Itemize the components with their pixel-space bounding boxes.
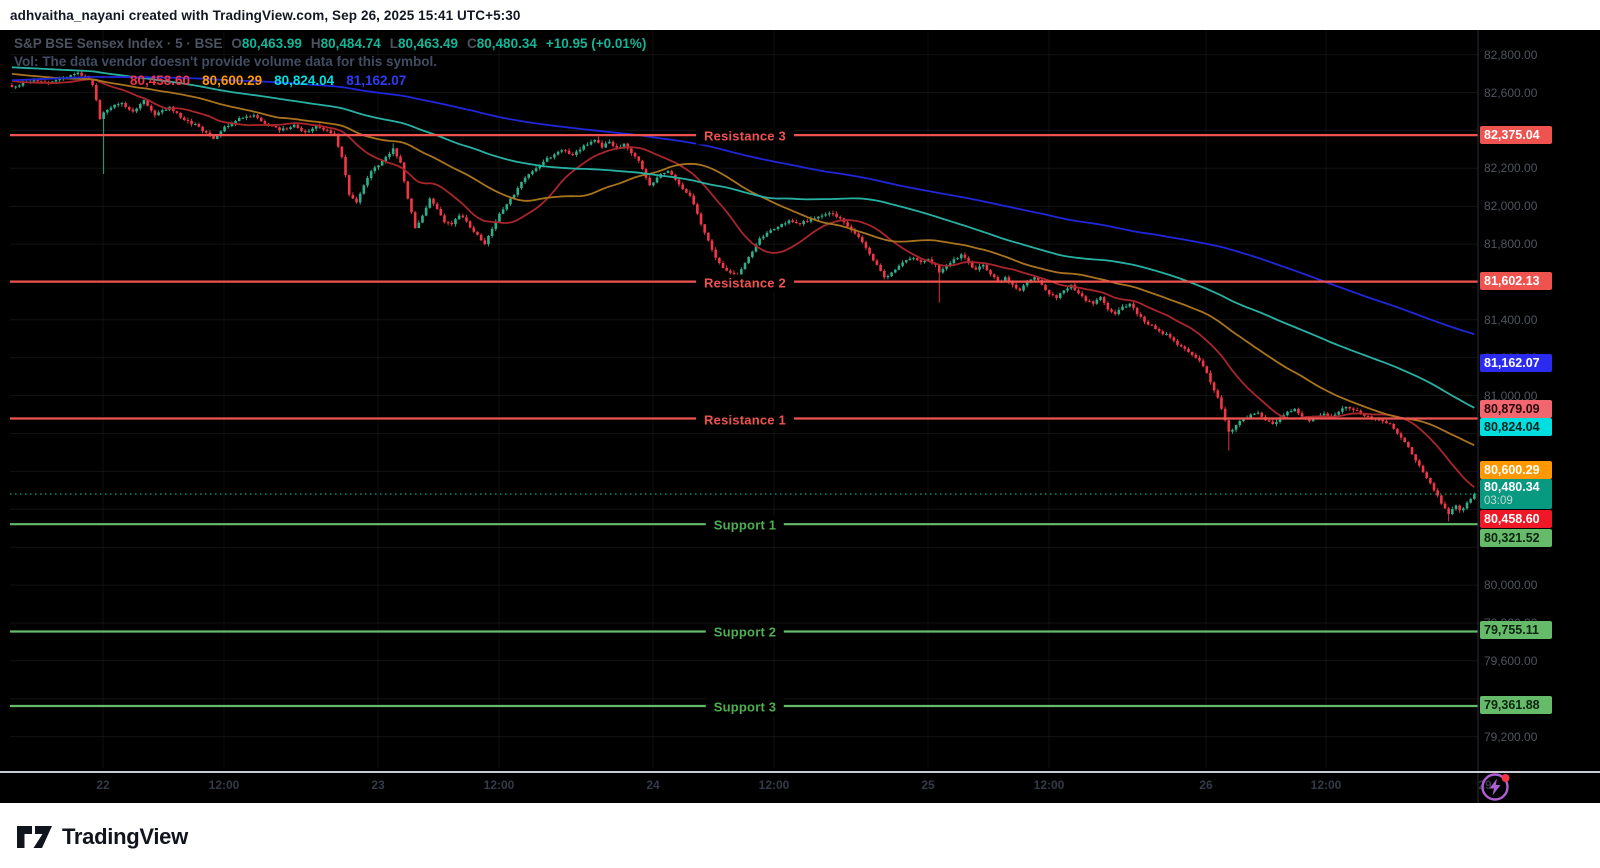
ma-value: 80,824.04	[274, 73, 335, 88]
level-label-support-3[interactable]: Support 3	[705, 698, 785, 716]
price-badge: 80,879.09	[1480, 400, 1552, 418]
price-axis-label: 81,800.00	[1484, 237, 1538, 252]
time-tick: 12:00	[208, 778, 240, 792]
time-tick: 12:00	[1033, 778, 1065, 792]
sma-20-line	[11, 78, 1475, 488]
attribution-text: adhvaitha_nayani created with TradingVie…	[10, 7, 521, 23]
symbol-title[interactable]: S&P BSE Sensex Index · 5 · BSE	[14, 36, 223, 51]
ma-legend-values: 80,458.60 80,600.29 80,824.04 81,162.07	[130, 73, 418, 88]
time-tick: 22	[96, 778, 110, 792]
price-badge: 79,361.88	[1480, 696, 1552, 714]
ma-value: 81,162.07	[346, 73, 407, 88]
level-label-resistance-1[interactable]: Resistance 1	[696, 411, 794, 429]
price-axis-label: 79,600.00	[1484, 653, 1538, 668]
time-tick: 12:00	[758, 778, 790, 792]
price-axis-label: 82,200.00	[1484, 161, 1538, 176]
level-label-support-1[interactable]: Support 1	[705, 516, 785, 534]
bottom-branding-strip: TradingView	[0, 803, 1600, 868]
time-tick: 12:00	[1310, 778, 1342, 792]
ohlc-pair: H80,484.74	[310, 36, 381, 51]
price-axis-label: 80,000.00	[1484, 578, 1538, 593]
change-value: +10.95 (+0.01%)	[545, 36, 647, 51]
price-badge: 80,600.29	[1480, 461, 1552, 479]
last-price-badge: 80,480.34 03:09	[1480, 479, 1552, 510]
tradingview-flash-icon[interactable]	[1479, 770, 1513, 809]
price-badge: 80,458.60	[1480, 510, 1552, 528]
sma-100-line	[11, 66, 1475, 409]
price-axis-label: 82,600.00	[1484, 85, 1538, 100]
price-badge: 80,824.04	[1480, 418, 1552, 436]
price-axis-label: 82,800.00	[1484, 47, 1538, 62]
time-tick: 24	[646, 778, 660, 792]
volume-notice: Vol: The data vendor doesn't provide vol…	[14, 54, 438, 69]
sma-50-line	[11, 72, 1475, 446]
time-axis-separator	[0, 771, 1600, 773]
level-label-resistance-3[interactable]: Resistance 3	[696, 127, 794, 145]
tradingview-logo-mark	[17, 825, 52, 848]
ohlc-pair: C80,480.34	[467, 36, 537, 51]
price-badge: 81,602.13	[1480, 272, 1552, 290]
price-badge: 80,321.52	[1480, 529, 1552, 547]
legend-row-symbol: S&P BSE Sensex Index · 5 · BSE O80,463.9…	[14, 36, 646, 51]
last-price-value: 80,480.34	[1484, 480, 1540, 495]
sma-200-line	[11, 75, 1475, 336]
price-badge: 79,755.11	[1480, 621, 1552, 639]
ma-value: 80,458.60	[130, 73, 191, 88]
bar-countdown: 03:09	[1484, 495, 1513, 508]
ohlc-pair: L80,463.49	[389, 36, 459, 51]
time-tick: 12:00	[483, 778, 515, 792]
chart-area[interactable]: S&P BSE Sensex Index · 5 · BSE O80,463.9…	[0, 30, 1600, 803]
price-axis-label: 81,000.00	[1484, 388, 1538, 403]
attribution-bar: adhvaitha_nayani created with TradingVie…	[0, 0, 1600, 30]
ma-value: 80,600.29	[202, 73, 263, 88]
time-tick: 23	[371, 778, 385, 792]
tradingview-logo[interactable]: TradingView	[16, 823, 188, 851]
price-axis-label: 81,400.00	[1484, 312, 1538, 327]
price-chart-canvas[interactable]	[0, 30, 1600, 803]
price-badge: 81,162.07	[1480, 354, 1552, 372]
flash-logo-icon	[1481, 773, 1510, 801]
tradingview-logo-text: TradingView	[62, 823, 188, 849]
time-tick: 26	[1199, 778, 1213, 792]
price-badge: 82,375.04	[1480, 126, 1552, 144]
ohlc-pair: O80,463.99	[231, 36, 302, 51]
time-tick: 25	[921, 778, 935, 792]
price-axis-label: 82,000.00	[1484, 199, 1538, 214]
vertical-gridlines	[102, 30, 1327, 768]
level-label-resistance-2[interactable]: Resistance 2	[696, 274, 794, 292]
price-axis-label: 79,200.00	[1484, 729, 1538, 744]
ohlc-values: O80,463.99 H80,484.74 L80,463.49 C80,480.34	[222, 36, 537, 51]
level-label-support-2[interactable]: Support 2	[705, 623, 785, 641]
